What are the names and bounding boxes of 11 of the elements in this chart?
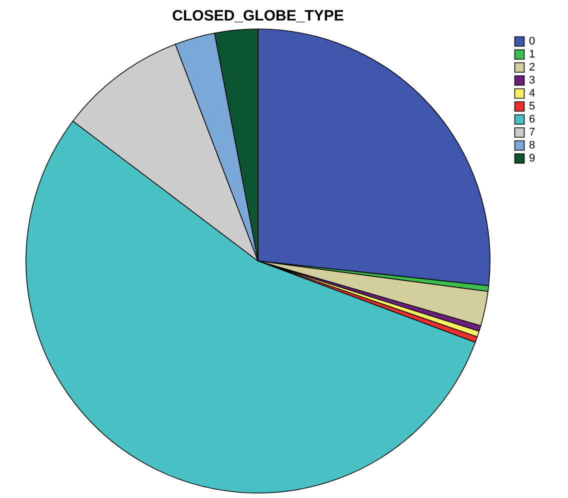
chart-title: CLOSED_GLOBE_TYPE xyxy=(172,7,344,24)
legend-label: 0 xyxy=(529,36,536,48)
legend-label: 4 xyxy=(529,88,536,100)
legend-label: 1 xyxy=(529,48,536,60)
legend-label: 3 xyxy=(529,74,536,86)
legend-label: 2 xyxy=(529,62,536,74)
legend-label: 9 xyxy=(529,152,536,164)
legend-label: 6 xyxy=(529,114,536,126)
legend-label: 7 xyxy=(529,126,536,138)
legend-label: 8 xyxy=(529,140,536,152)
legend-label: 5 xyxy=(529,100,536,112)
